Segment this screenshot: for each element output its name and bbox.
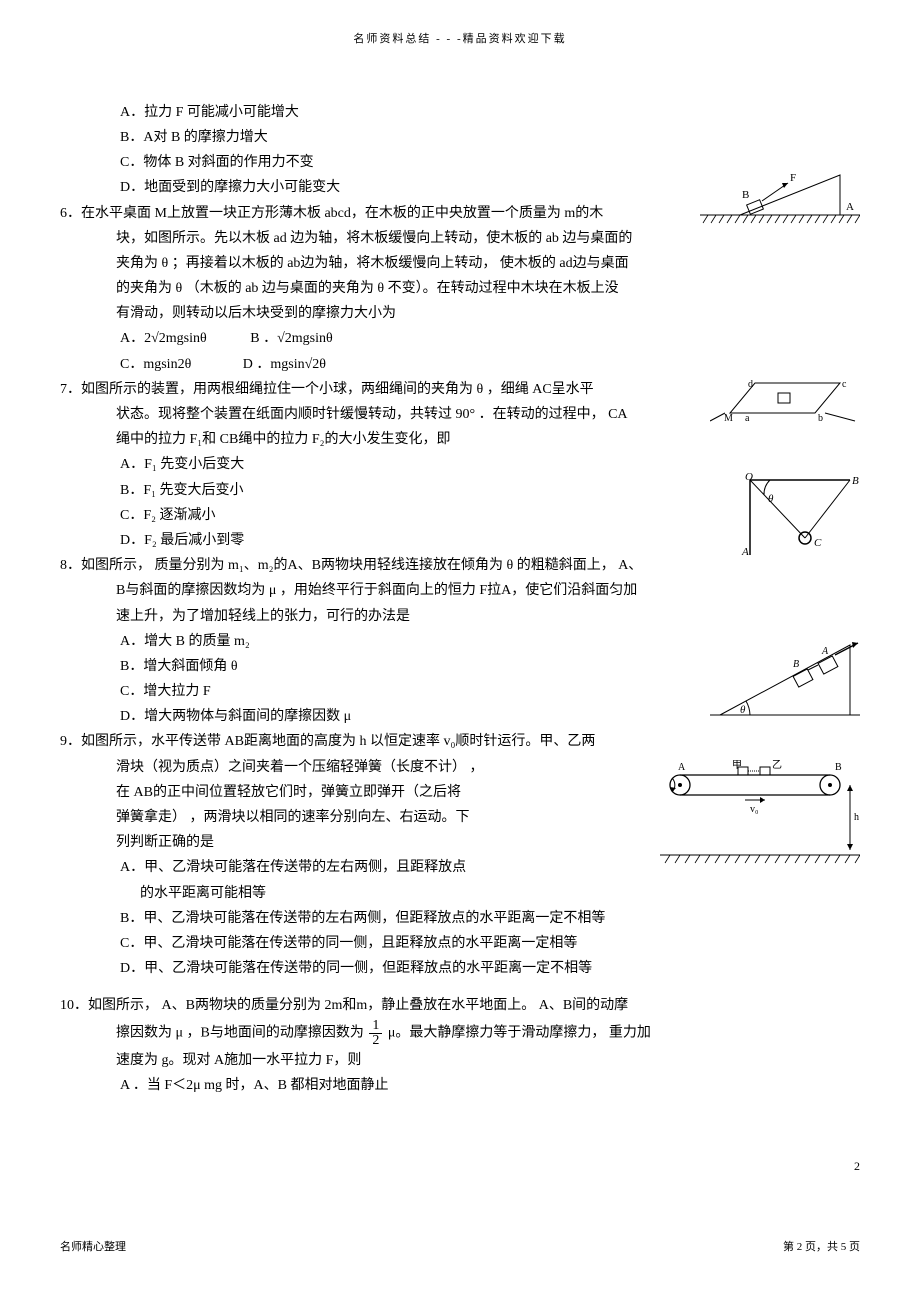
q7-figure: O B C A θ — [740, 470, 860, 560]
svg-text:A: A — [821, 646, 829, 657]
svg-text:B: B — [793, 659, 799, 670]
q5-figure: B F A — [700, 165, 860, 235]
svg-text:甲: 甲 — [732, 760, 742, 771]
svg-text:F: F — [859, 635, 860, 646]
q6-opt-d: D ．mgsin√2θ — [243, 357, 326, 372]
q10-stem-2b: μ。最大静摩擦力等于滑动摩擦力， 重力加 — [388, 1025, 651, 1040]
q8-figure: B A F θ — [710, 625, 860, 725]
svg-text:A: A — [741, 546, 749, 558]
svg-text:乙: 乙 — [772, 760, 782, 771]
q9-figure: 甲 乙 A B v₀ h — [660, 760, 860, 870]
q10-opt-a: A ．当 F＜2μ mg 时，A、B 都相对地面静止 — [120, 1073, 860, 1098]
footer-right: 第 2 页，共 5 页 — [783, 1238, 860, 1258]
svg-text:A: A — [846, 201, 854, 213]
svg-text:v₀: v₀ — [750, 804, 759, 815]
q9-stem-1: 9．如图所示，水平传送带 AB距离地面的高度为 h 以恒定速率 v₀顺时针运行。… — [90, 729, 860, 754]
q6-stem-5: 有滑动，则转动以后木块受到的摩擦力大小为 — [116, 301, 860, 326]
svg-text:A: A — [678, 762, 686, 773]
q6-opt-c: C．mgsin2θ — [120, 357, 191, 372]
svg-text:d: d — [748, 379, 753, 390]
svg-text:B: B — [835, 762, 842, 773]
q7-stem-3: 绳中的拉力 F₁和 CB绳中的拉力 F₂的大小发生变化，即 — [116, 427, 860, 452]
svg-text:F: F — [790, 172, 796, 184]
svg-text:b: b — [818, 413, 823, 424]
header-note: 名师资料总结 - - -精品资料欢迎下载 — [60, 30, 860, 50]
svg-text:θ: θ — [740, 704, 746, 716]
svg-text:θ: θ — [768, 493, 774, 505]
q6-opt-b: B ．√2mgsinθ — [250, 331, 332, 346]
q10-stem-2a: 擦因数为 μ ，B与地面间的动摩擦因数为 — [116, 1025, 367, 1040]
q5-opt-a: A．拉力 F 可能减小可能增大 — [120, 100, 860, 125]
svg-text:M: M — [724, 413, 733, 424]
q6-opts-ab: A．2√2mgsinθ B ．√2mgsinθ — [120, 326, 860, 351]
q10-stem-1: 10．如图所示， A、B两物块的质量分别为 2m和m，静止叠放在水平地面上。 A… — [90, 993, 860, 1018]
page-number: 2 — [854, 1156, 860, 1178]
q9-opt-b: B．甲、乙滑块可能落在传送带的左右两侧，但距释放点的水平距离一定不相等 — [120, 906, 860, 931]
q6-stem-4: 的夹角为 θ （木板的 ab 边与桌面的夹角为 θ 不变）。在转动过程中木块在木… — [116, 276, 860, 301]
svg-text:B: B — [742, 189, 749, 201]
svg-text:h: h — [854, 812, 859, 823]
q8-stem-2: B与斜面的摩擦因数均为 μ ，用始终平行于斜面向上的恒力 F拉A，使它们沿斜面匀… — [116, 578, 860, 603]
q9-opt-a2: 的水平距离可能相等 — [140, 881, 860, 906]
footer-left: 名师精心整理 — [60, 1238, 126, 1258]
q6-stem-3: 夹角为 θ ；再接着以木板的 ab边为轴，将木板缓慢向上转动， 使木板的 ad边… — [116, 251, 860, 276]
q10-stem-3: 速度为 g。现对 A施加一水平拉力 F，则 — [116, 1048, 860, 1073]
svg-text:C: C — [814, 537, 822, 549]
svg-text:B: B — [852, 475, 859, 487]
svg-text:a: a — [745, 413, 750, 424]
q6-figure: M a b c d — [710, 373, 860, 428]
svg-text:c: c — [842, 379, 847, 390]
q9-opt-d: D．甲、乙滑块可能落在传送带的同一侧，但距释放点的水平距离一定不相等 — [120, 956, 860, 981]
q5-opt-b: B．A对 B 的摩擦力增大 — [120, 125, 860, 150]
q9-opt-c: C．甲、乙滑块可能落在传送带的同一侧，且距释放点的水平距离一定相等 — [120, 931, 860, 956]
fraction-half: 12 — [369, 1019, 382, 1048]
svg-text:O: O — [745, 471, 753, 483]
q6-opt-a: A．2√2mgsinθ — [120, 331, 207, 346]
q10-stem-2: 擦因数为 μ ，B与地面间的动摩擦因数为 12 μ。最大静摩擦力等于滑动摩擦力，… — [116, 1019, 860, 1048]
